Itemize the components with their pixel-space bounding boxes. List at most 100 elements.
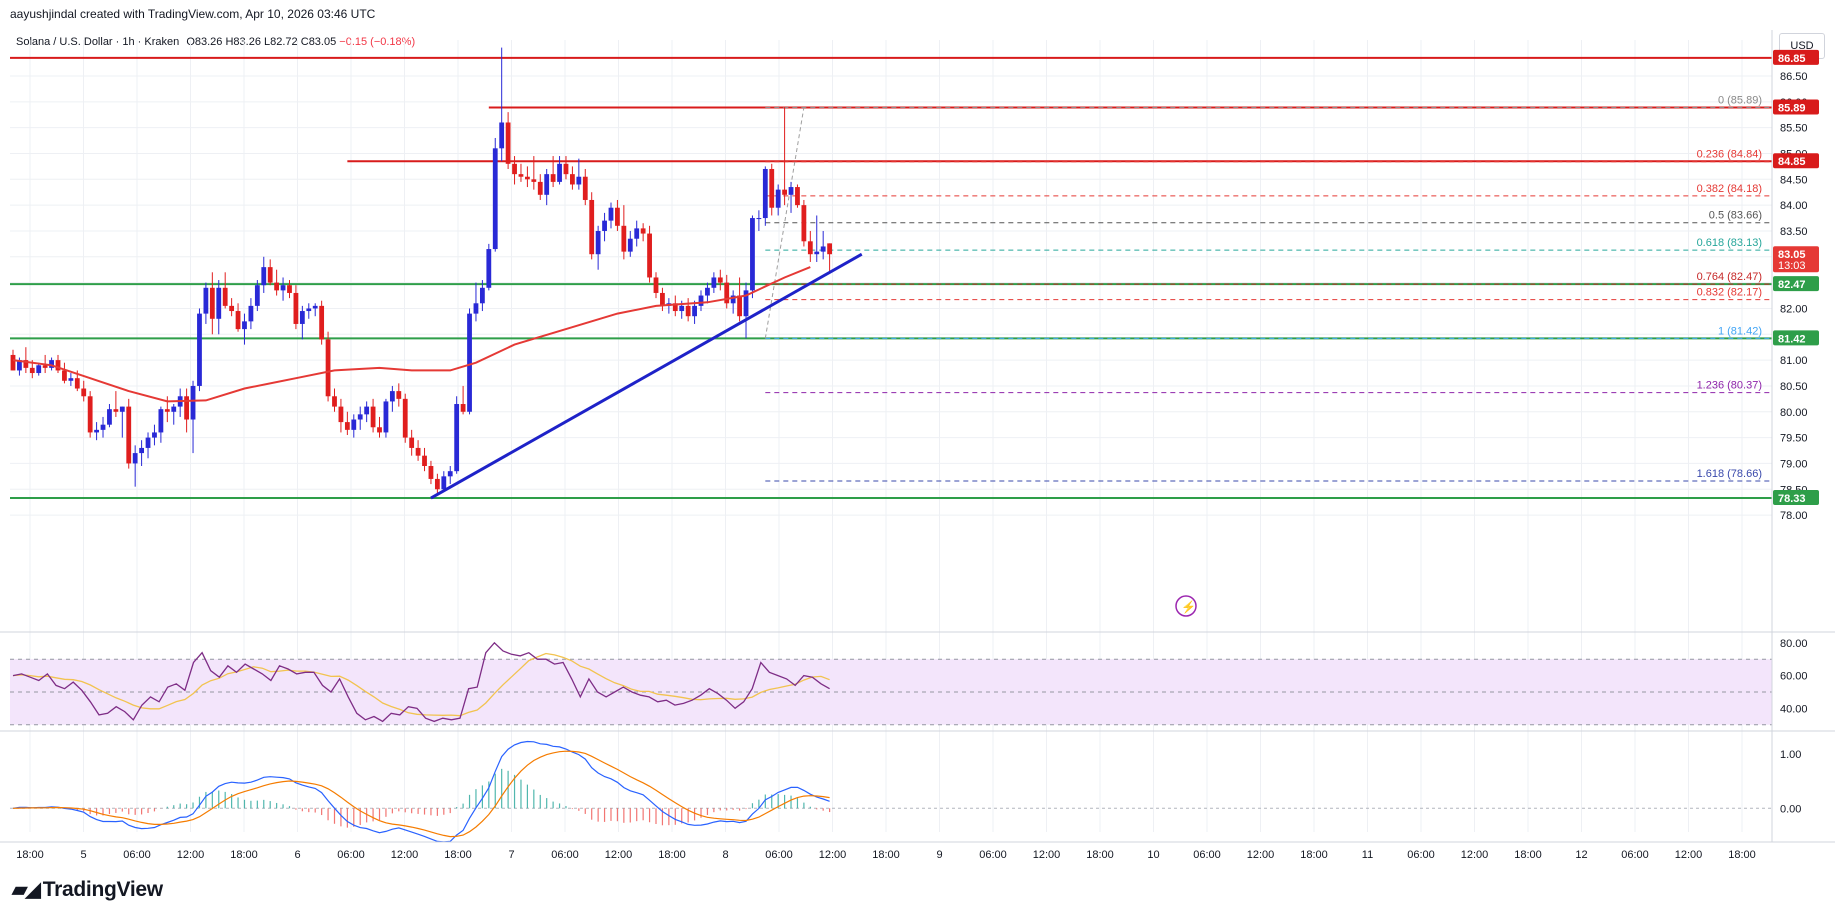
candle-body: [582, 176, 588, 200]
candle-body: [274, 282, 280, 291]
candle-body: [486, 249, 492, 288]
candle-body: [544, 174, 550, 195]
macd-pane: [10, 740, 1772, 843]
time-tick-label: 18:00: [444, 849, 472, 861]
time-tick-label: 6: [294, 849, 300, 861]
price-tick-label: 80.00: [1780, 407, 1808, 419]
candle-body: [743, 290, 749, 317]
time-tick-label: 12: [1575, 849, 1587, 861]
candle-body: [499, 122, 505, 149]
price-tick-label: 80.50: [1780, 381, 1808, 393]
candle-body: [126, 406, 132, 464]
price-tick-label: 78.00: [1780, 510, 1808, 522]
candle-body: [525, 176, 530, 180]
fib-level-label: 0.618 (83.13): [1697, 237, 1762, 249]
candle-body: [737, 295, 742, 317]
candle-body: [801, 205, 807, 242]
rsi-tick-label: 40.00: [1780, 703, 1808, 715]
tradingview-logo-icon: ▰◢: [12, 879, 41, 901]
time-tick-label: 18:00: [658, 849, 686, 861]
candle-body: [473, 303, 479, 314]
price-axis-tag-text: 85.89: [1778, 103, 1806, 115]
symbol-legend: Solana / U.S. Dollar · 1h · Kraken O83.2…: [16, 36, 415, 48]
candle-body: [171, 406, 177, 412]
price-tick-label: 83.50: [1780, 226, 1808, 238]
candle-body: [119, 406, 125, 412]
price-axis-tag: [1773, 330, 1819, 346]
candle-body: [422, 455, 427, 467]
time-tick-label: 18:00: [1728, 849, 1756, 861]
price-axis-tag-text: 78.33: [1778, 493, 1806, 505]
candle-body: [23, 360, 29, 368]
candle-body: [602, 220, 607, 231]
candle-body: [152, 432, 157, 438]
candle-body: [762, 168, 768, 219]
candle-body: [634, 228, 640, 239]
moving-average: [12, 266, 811, 403]
candle-body: [17, 360, 22, 371]
candle-body: [807, 241, 813, 255]
price-axis-tag: [1773, 276, 1819, 292]
candle-body: [242, 321, 247, 330]
time-tick-label: 18:00: [230, 849, 258, 861]
candle-body: [293, 292, 299, 324]
time-tick-label: 06:00: [337, 849, 365, 861]
candle-body: [505, 122, 511, 164]
candle-body: [730, 295, 736, 304]
candle-body: [42, 365, 48, 368]
fib-level-label: 1.236 (80.37): [1697, 380, 1762, 392]
candle-body: [685, 305, 691, 317]
symbol-name: Solana / U.S. Dollar · 1h · Kraken: [16, 36, 180, 48]
candle-body: [306, 308, 312, 312]
candle-body: [717, 277, 723, 283]
price-tick-label: 85.50: [1780, 123, 1808, 135]
candle-body: [679, 305, 685, 312]
candle-body: [216, 287, 222, 319]
ma-line: [12, 266, 811, 403]
price-axis-tag: [1773, 153, 1819, 169]
price-axis-tag-text: 83.05: [1778, 249, 1806, 261]
candle-body: [338, 406, 344, 423]
replay-flash-glyph: ⚡: [1181, 600, 1196, 614]
candle-body: [229, 305, 235, 312]
candle-body: [550, 174, 556, 182]
candle-body: [576, 176, 582, 185]
fib-level-label: 0.832 (82.17): [1697, 287, 1762, 299]
price-tick-label: 79.50: [1780, 433, 1808, 445]
close-label: C: [300, 36, 309, 48]
candle-body: [287, 285, 292, 293]
time-tick-label: 12:00: [819, 849, 847, 861]
low-value: 82.72: [270, 36, 298, 48]
replay-flash-icon: [1175, 595, 1197, 617]
high-value: 83.26: [233, 36, 261, 48]
fib-level-label: 0 (85.89): [1718, 95, 1762, 107]
candle-body: [222, 287, 228, 306]
close-value: 83.05: [308, 36, 337, 48]
candle-body: [184, 396, 190, 420]
candle-body: [87, 396, 93, 433]
fib-level-label: 1 (81.42): [1718, 325, 1762, 337]
time-tick-label: 06:00: [551, 849, 579, 861]
candle-body: [203, 287, 209, 314]
candle-body: [332, 396, 337, 407]
tradingview-logo[interactable]: ▰◢ TradingView: [12, 877, 163, 902]
candle-body: [139, 447, 144, 454]
time-tick-label: 18:00: [1300, 849, 1328, 861]
candle-body: [467, 313, 472, 412]
candle-body: [724, 282, 730, 304]
candle-body: [351, 419, 357, 430]
candle-body: [357, 414, 363, 420]
rsi-tick-label: 80.00: [1780, 638, 1808, 650]
candle-body: [518, 174, 524, 177]
candle-body: [68, 378, 74, 381]
candle-body: [74, 378, 80, 389]
candle-body: [190, 385, 196, 420]
price-tick-label: 79.00: [1780, 458, 1808, 470]
candle-body: [254, 285, 260, 306]
candle-body: [248, 305, 254, 322]
candle-body: [145, 437, 151, 448]
candle-body: [383, 401, 389, 433]
